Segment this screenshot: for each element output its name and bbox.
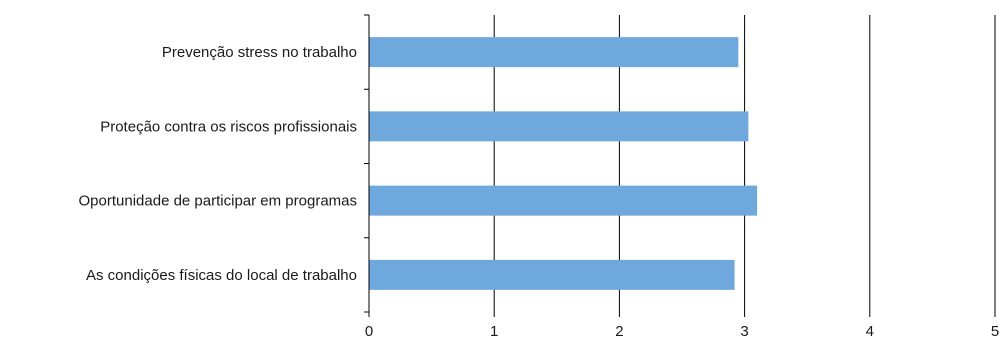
bar-4 — [369, 259, 735, 290]
category-label-2: Proteção contra os riscos profissionais — [100, 118, 357, 135]
x-tick-labels: 0 1 2 3 4 5 — [365, 323, 999, 340]
bars — [369, 37, 758, 290]
category-label-3: Oportunidade de participar em programas — [79, 193, 357, 210]
x-tick-label-3: 3 — [740, 323, 748, 340]
bar-2 — [369, 111, 749, 142]
y-axis — [364, 14, 370, 317]
category-label-1: Prevenção stress no trabalho — [162, 44, 357, 61]
category-label-4: As condições físicas do local de trabalh… — [86, 267, 357, 284]
bar-3 — [369, 185, 758, 216]
category-labels: Prevenção stress no trabalho Proteção con… — [79, 44, 357, 284]
x-tick-label-1: 1 — [490, 323, 498, 340]
x-tick-label-2: 2 — [615, 323, 623, 340]
x-tick-label-0: 0 — [365, 323, 373, 340]
bar-1 — [369, 37, 739, 68]
x-tick-label-5: 5 — [991, 323, 999, 340]
x-tick-label-4: 4 — [866, 323, 874, 340]
